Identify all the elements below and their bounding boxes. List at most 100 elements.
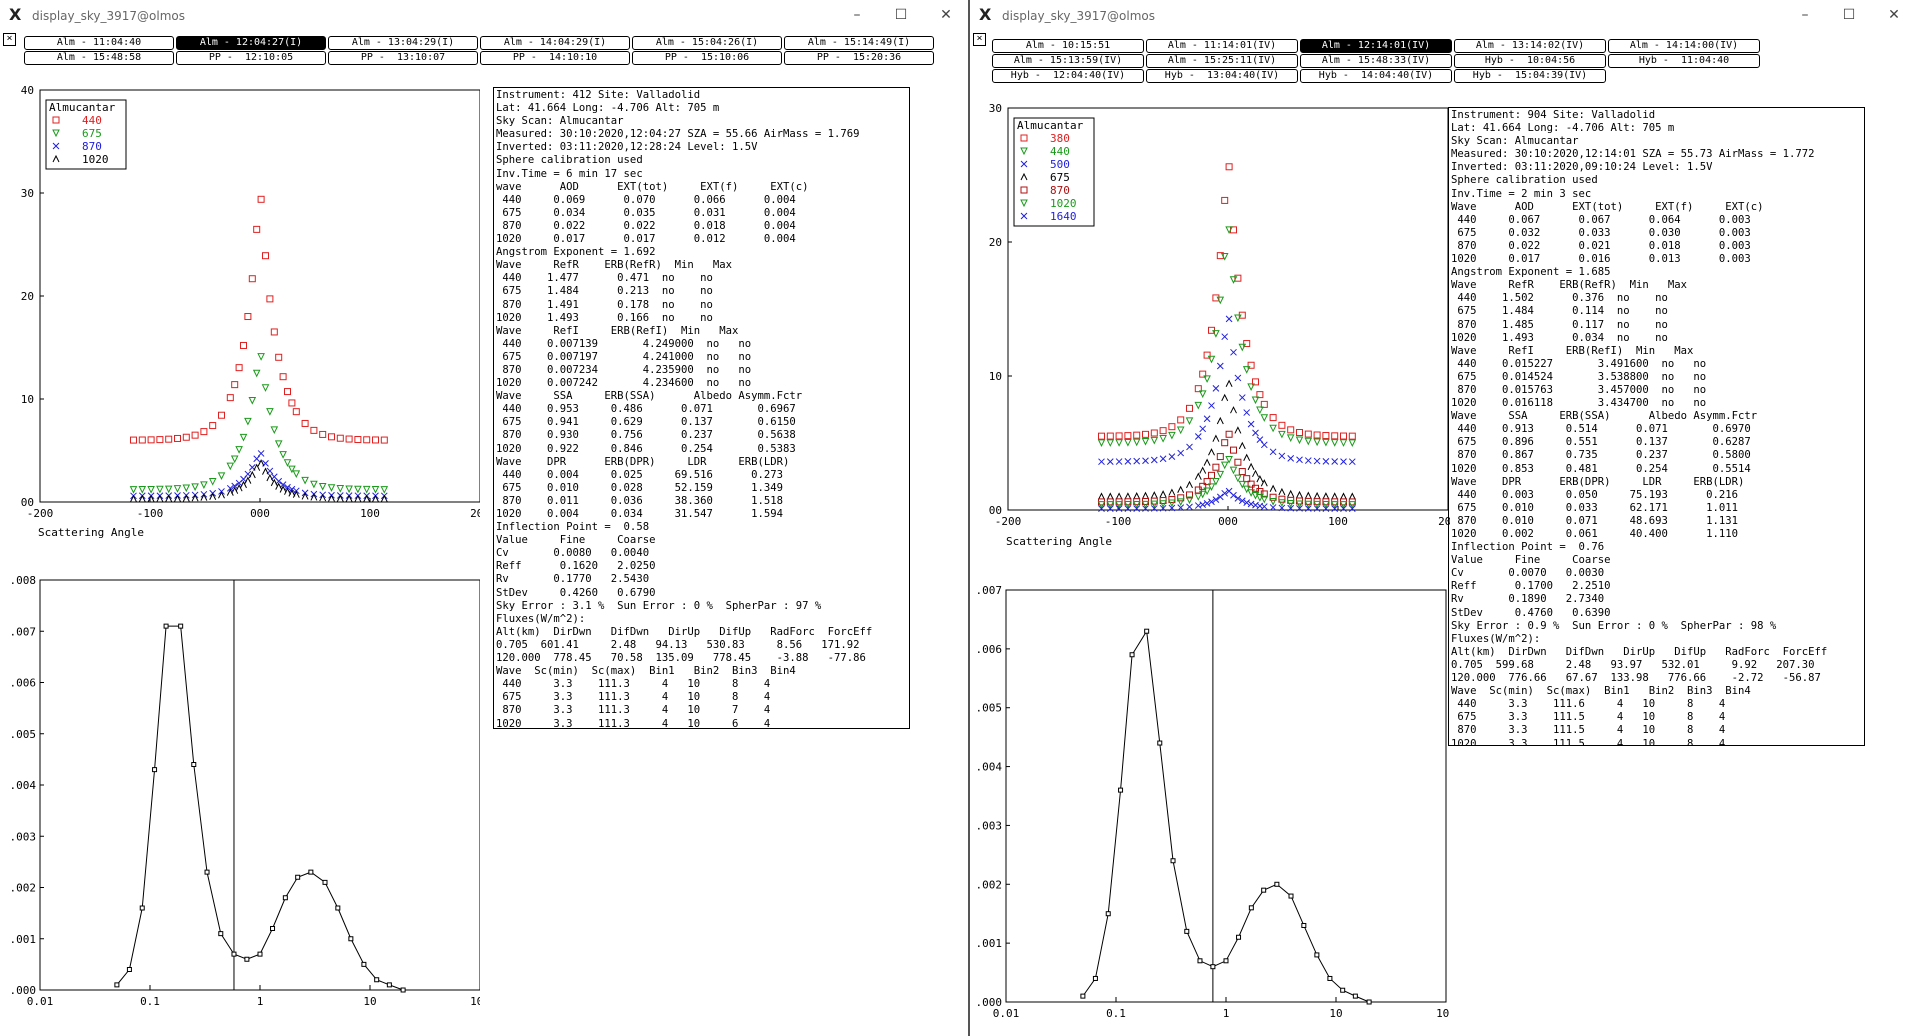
scan-button[interactable]: Alm - 11:04:40 [24, 36, 174, 50]
left-sky-xlabel: Scattering Angle [38, 526, 144, 539]
close-icon[interactable]: ✕ [1888, 7, 1900, 23]
x-tick-label: 000 [1218, 515, 1238, 528]
scan-button[interactable]: Hyb - 14:04:40(IV) [1300, 69, 1452, 83]
data-point [1304, 430, 1312, 438]
scan-button[interactable]: Alm - 15:04:26(I) [632, 36, 782, 50]
info-line: Wave DPR ERB(DPR) LDR ERB(LDR) [496, 455, 790, 468]
scan-button[interactable]: PP - 14:10:10 [480, 51, 630, 65]
data-point [275, 353, 283, 361]
data-point [318, 482, 327, 491]
data-point [1234, 314, 1242, 323]
scan-button[interactable]: Alm - 12:04:27(I) [176, 36, 326, 50]
data-point [1286, 434, 1295, 443]
scan-button[interactable]: Alm - 12:14:01(IV) [1300, 39, 1452, 53]
data-point [270, 478, 278, 487]
panel-close-icon[interactable]: × [3, 33, 16, 46]
x-tick-label: 200 [1438, 515, 1450, 528]
scan-button[interactable]: PP - 15:20:36 [784, 51, 934, 65]
data-point [1225, 456, 1233, 464]
info-line: 440 0.003 0.050 75.193 0.216 [1451, 488, 1739, 501]
data-point [1020, 134, 1028, 142]
data-point [1216, 362, 1224, 370]
data-point [174, 434, 181, 442]
info-line: Inverted: 03:11:2020,12:28:24 Level: 1.5… [496, 141, 758, 154]
data-point [1168, 504, 1176, 512]
data-point [1322, 458, 1330, 465]
y-tick-label: .008 [10, 574, 37, 587]
data-point [275, 482, 283, 490]
data-point [1124, 432, 1132, 440]
minimize-icon[interactable]: – [853, 7, 861, 23]
info-line: Angstrom Exponent = 1.692 [496, 246, 656, 259]
scan-button[interactable]: Alm - 15:48:33(IV) [1300, 54, 1452, 68]
scan-button[interactable]: Alm - 15:25:11(IV) [1146, 54, 1298, 68]
data-point [208, 478, 217, 486]
data-point [1150, 456, 1158, 464]
data-point [240, 341, 247, 349]
scan-button[interactable]: PP - 13:10:07 [328, 51, 478, 65]
info-line: 440 0.015227 3.491600 no no [1451, 357, 1707, 370]
maximize-icon[interactable]: ☐ [894, 7, 908, 23]
data-point [1256, 406, 1264, 415]
scan-button[interactable]: PP - 12:10:05 [176, 51, 326, 65]
scan-button[interactable]: Alm - 11:14:01(IV) [1146, 39, 1298, 53]
data-point [1142, 491, 1149, 500]
data-point [1177, 449, 1185, 457]
data-point [1230, 446, 1237, 454]
data-point [1194, 493, 1203, 501]
data-point [253, 463, 261, 471]
info-line: Wave SSA ERB(SSA) Albedo Asymm.Fctr [496, 390, 803, 403]
data-point [308, 869, 314, 875]
info-line: 440 0.953 0.486 0.071 0.6967 [496, 403, 796, 416]
scan-button[interactable]: Hyb - 15:04:39(IV) [1454, 69, 1606, 83]
close-icon[interactable]: ✕ [940, 7, 952, 23]
data-point [1177, 485, 1185, 493]
legend-label: 440 [82, 114, 102, 127]
info-line: Reff 0.1700 2.2510 [1451, 580, 1611, 593]
data-point [191, 431, 199, 439]
data-point [1212, 434, 1220, 442]
info-line: Alt(km) DirDwn DifDwn DirUp DifUp RadFor… [1451, 645, 1828, 658]
scan-button[interactable]: Alm - 13:14:02(IV) [1454, 39, 1606, 53]
data-point [1176, 498, 1185, 507]
data-point [362, 485, 371, 494]
data-point [1322, 432, 1330, 440]
data-point [1278, 495, 1286, 503]
scan-button[interactable]: Alm - 15:13:59(IV) [992, 54, 1144, 68]
data-point [1168, 488, 1176, 496]
scan-button[interactable]: Hyb - 12:04:40(IV) [992, 69, 1144, 83]
data-point [1313, 491, 1321, 500]
y-tick-label: .001 [10, 933, 37, 946]
data-point [191, 483, 199, 491]
scan-button[interactable]: Alm - 15:14:49(I) [784, 36, 934, 50]
maximize-icon[interactable]: ☐ [1842, 7, 1856, 23]
data-point [1331, 492, 1339, 500]
data-point [284, 388, 291, 396]
scan-button[interactable]: PP - 15:10:06 [632, 51, 782, 65]
scan-button[interactable]: Hyb - 11:04:40 [1608, 54, 1760, 68]
data-point [1115, 492, 1123, 500]
data-point [1203, 375, 1211, 383]
data-point [1098, 432, 1105, 440]
data-point [1238, 394, 1246, 401]
data-point [1198, 490, 1207, 499]
panel-close-icon[interactable]: × [973, 33, 986, 46]
data-point [1115, 432, 1123, 440]
data-point [1247, 383, 1255, 391]
scan-button[interactable]: Alm - 14:04:29(I) [480, 36, 630, 50]
scan-button[interactable]: Hyb - 13:04:40(IV) [1146, 69, 1298, 83]
scan-button[interactable]: Hyb - 10:04:56 [1454, 54, 1606, 68]
minimize-icon[interactable]: – [1801, 7, 1809, 23]
scan-button[interactable]: Alm - 15:48:58 [24, 51, 174, 65]
info-line: Measured: 30:10:2020,12:04:27 SZA = 55.6… [496, 128, 860, 141]
data-point [1348, 492, 1356, 500]
info-line: 440 1.502 0.376 no no [1451, 292, 1668, 305]
scan-button[interactable]: Alm - 10:15:51 [992, 39, 1144, 53]
data-point [191, 762, 197, 767]
data-point [1118, 787, 1124, 793]
scan-button[interactable]: Alm - 14:14:00(IV) [1608, 39, 1760, 53]
legend-label: 675 [82, 127, 102, 140]
data-point [1124, 438, 1132, 447]
scan-button[interactable]: Alm - 13:04:29(I) [328, 36, 478, 50]
